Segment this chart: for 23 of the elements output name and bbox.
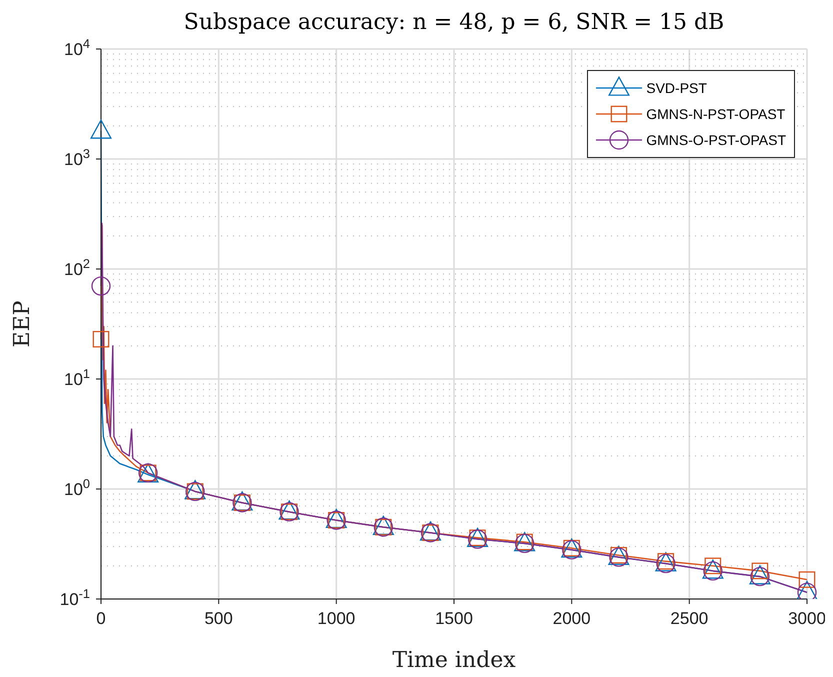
chart-title: Subspace accuracy: n = 48, p = 6, SNR = 15 dB <box>182 10 726 35</box>
y-tick-label: 10$^{4}$ <box>64 36 90 59</box>
point <box>92 330 110 348</box>
y-tick-label: 10$^{-1}$ <box>60 586 90 609</box>
legend-label: GMNS-O-PST-OPAST <box>646 132 786 148</box>
legend-label: GMNS-N-PST-OPAST <box>646 106 786 122</box>
x-tick-label: 500 <box>204 609 233 628</box>
point <box>91 276 111 296</box>
x-tick-label: 1000 <box>317 609 356 628</box>
x-tick-label: 0 <box>96 609 106 628</box>
x-tick-label: 2500 <box>670 609 708 628</box>
x-tick-label: 3000 <box>788 609 826 628</box>
legend-label: SVD-PST <box>646 80 707 96</box>
x-axis-title: Time index <box>392 648 516 673</box>
point <box>90 120 112 139</box>
y-tick-label: 10$^{1}$ <box>64 366 90 389</box>
x-tick-label: 1500 <box>435 609 473 628</box>
x-tick-label: 2000 <box>552 609 591 628</box>
y-tick-label: 10$^{3}$ <box>64 146 90 169</box>
y-axis-title: EEP <box>10 300 35 348</box>
y-tick-label: 10$^{2}$ <box>64 256 90 279</box>
point <box>798 571 816 588</box>
y-tick-label: 10$^{0}$ <box>64 476 90 499</box>
